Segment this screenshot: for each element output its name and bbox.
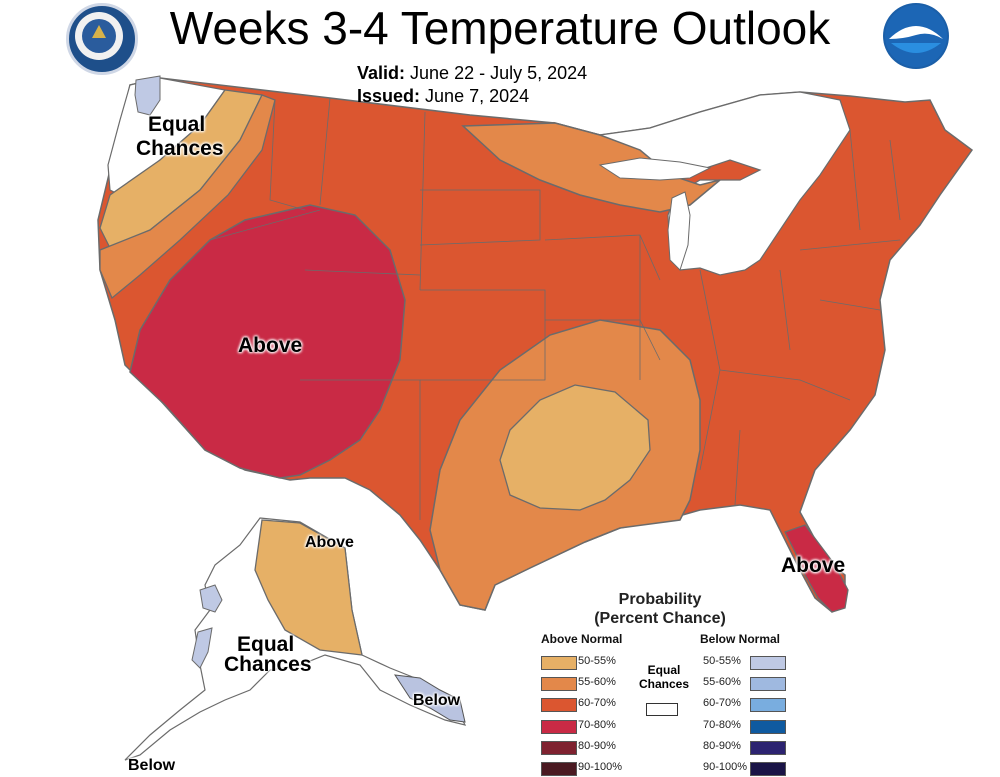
legend-above-label-4: 70-80% (578, 718, 616, 731)
issued-line: Issued: June 7, 2024 (357, 85, 529, 107)
legend-below-label-3: 60-70% (703, 697, 741, 710)
legend-below-swatch-5 (750, 740, 786, 755)
legend-below-label-2: 55-60% (703, 676, 741, 689)
legend-below-label-1: 50-55% (703, 655, 741, 667)
legend-title-line-2: (Percent Chance) (594, 610, 726, 627)
alaska-west-below-50-55-region (199, 584, 223, 613)
issued-date: June 7, 2024 (425, 86, 530, 106)
state-boundaries (209, 97, 901, 520)
lake-michigan (667, 191, 691, 271)
map-label-ec-nw-1: Equal (148, 113, 206, 136)
map-label-ec-ak-1: Equal (237, 633, 295, 656)
map-label-above-florida: Above (781, 554, 846, 577)
washington-below-50-55-region (134, 75, 161, 116)
legend-equal-chances: Equal Chances (634, 663, 694, 691)
issued-label: Issued: (357, 86, 421, 106)
florida-above-70-80-region (784, 524, 849, 613)
lake-superior (598, 157, 712, 181)
legend-below-label-6: 90-100% (703, 761, 748, 773)
alaska-equal-chances-region (124, 517, 467, 761)
commerce-seal-icon (66, 3, 138, 75)
northwest-above-55-60-region (99, 94, 276, 300)
legend-above-label-5: 80-90% (578, 739, 616, 752)
map-label-above-alaska: Above (305, 534, 354, 551)
legend-title: Probability (Percent Chance) (570, 590, 750, 628)
alaska-panhandle-below-region (393, 674, 466, 723)
legend-above-swatch-5 (541, 740, 577, 755)
legend-above-label-1: 50-55% (578, 655, 616, 667)
legend-above-label-3: 60-70% (578, 697, 616, 710)
legend-equal-chances-2: Chances (638, 677, 690, 691)
legend-below-swatch-6 (750, 762, 786, 776)
valid-label: Valid: (357, 63, 406, 83)
west-above-70-80-region (129, 204, 406, 479)
map-label-ec-ak-2: Chances (224, 653, 312, 676)
map-label-below-ak-se: Below (413, 692, 461, 709)
legend-below-swatch-4 (750, 719, 786, 734)
legend-above-label-2: 55-60% (578, 676, 616, 689)
south-central-above-50-55-region (499, 384, 651, 511)
page-title: Weeks 3-4 Temperature Outlook (169, 2, 831, 54)
map-label-ec-nw-2: Chances (136, 137, 224, 160)
north-above-55-60-region (461, 122, 721, 213)
noaa-logo-icon (883, 3, 949, 69)
legend-above-swatch-1 (541, 656, 577, 670)
legend-above-label-6: 90-100% (578, 761, 623, 773)
legend-above-header: Above Normal (541, 632, 623, 646)
map-label-above-west: Above (238, 334, 303, 357)
legend-above-swatch-2 (541, 677, 577, 692)
valid-dates: June 22 - July 5, 2024 (410, 63, 588, 83)
legend-equal-chances-1: Equal (647, 663, 681, 677)
legend-above-swatch-3 (541, 698, 577, 713)
legend-below-swatch-1 (750, 656, 786, 670)
legend-title-line-1: Probability (618, 591, 702, 608)
legend-equal-chances-swatch (646, 703, 678, 716)
legend-below-header: Below Normal (700, 632, 781, 646)
alaska-above-50-55-region (254, 519, 363, 656)
legend-below-label-5: 80-90% (703, 739, 741, 752)
valid-line: Valid: June 22 - July 5, 2024 (357, 62, 587, 84)
legend-above-swatch-6 (541, 762, 577, 776)
alaska-sw-below-50-55-region (191, 627, 213, 669)
legend-below-swatch-3 (750, 698, 786, 713)
map-label-below-ak-sw: Below (128, 757, 176, 774)
legend-below-swatch-2 (750, 677, 786, 692)
legend-above-swatch-4 (541, 719, 577, 734)
legend-below-label-4: 70-80% (703, 718, 741, 731)
